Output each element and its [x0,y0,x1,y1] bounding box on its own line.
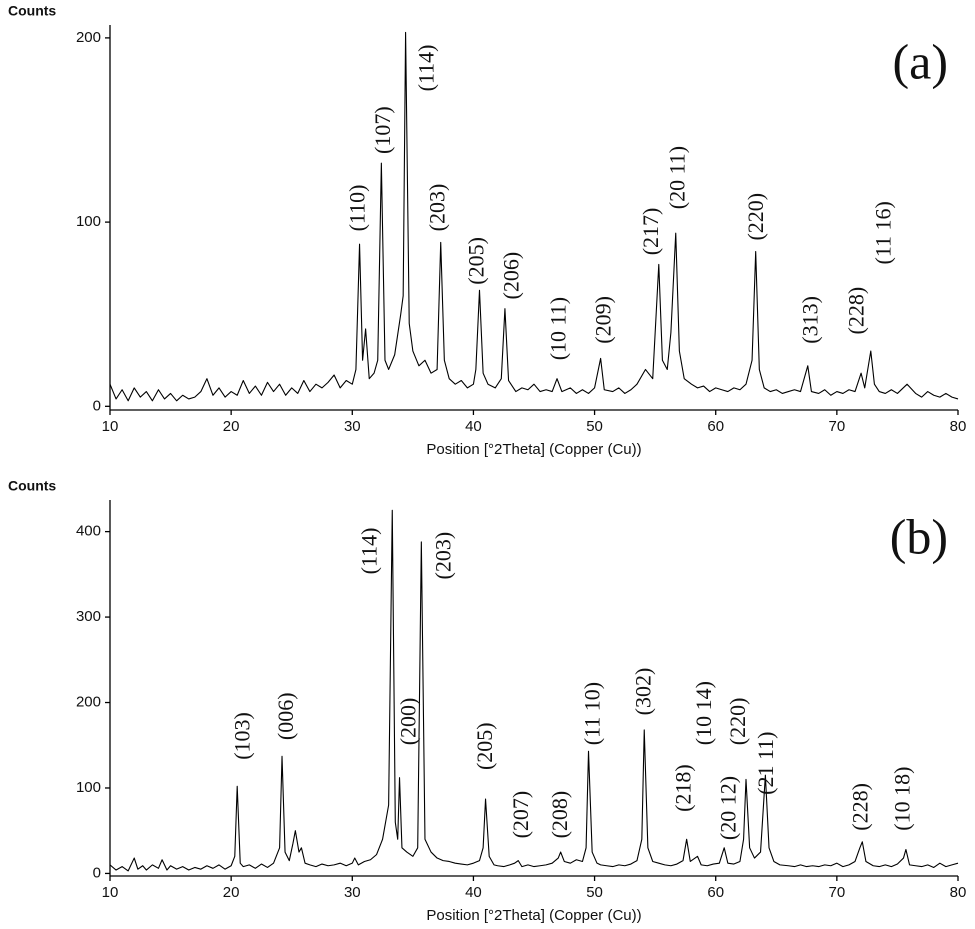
y-tick-label: 100 [76,213,101,230]
x-tick-label: 10 [102,884,119,901]
x-axis-label: Position [°2Theta] (Copper (Cu)) [426,907,641,924]
peak-label: (203) [431,532,456,580]
x-tick-label: 20 [223,884,240,901]
peak-label: (103) [230,712,255,760]
x-tick-label: 40 [465,418,482,435]
peak-label: (228) [844,287,869,335]
y-tick-label: 0 [93,864,101,881]
peak-label: (218) [670,764,695,812]
peak-label: (205) [463,237,488,285]
x-tick-label: 70 [829,884,846,901]
x-tick-label: 80 [950,418,967,435]
peak-label: (207) [508,791,533,839]
peak-label: (20 11) [664,146,689,209]
x-tick-label: 50 [586,884,603,901]
pattern-line [109,509,959,872]
peak-label: (10 14) [691,681,716,745]
peak-label: (209) [591,296,616,344]
pattern-line [109,31,959,402]
y-axis-label: Counts [8,3,56,19]
peak-label: (10 11) [546,297,571,360]
peak-label: (205) [472,722,497,770]
peak-label: (200) [395,698,420,746]
peak-label: (21 11) [753,731,778,794]
x-tick-label: 70 [829,418,846,435]
peak-label: (217) [638,208,663,256]
panel-label: (a) [893,33,949,89]
peak-label: (228) [847,783,872,831]
peak-label: (107) [370,106,395,154]
peak-label: (220) [725,698,750,746]
peak-label: (114) [357,528,382,575]
y-tick-label: 200 [76,693,101,710]
peak-label: (206) [498,252,523,300]
peak-label: (313) [798,296,823,344]
y-tick-label: 300 [76,608,101,625]
y-axis-label: Counts [8,478,56,494]
x-tick-label: 60 [707,418,724,435]
y-tick-label: 100 [76,779,101,796]
peak-label: (114) [414,44,439,91]
y-tick-label: 0 [93,397,101,414]
y-tick-label: 400 [76,523,101,540]
peak-label: (203) [425,184,450,232]
peak-label: (11 10) [580,682,605,745]
peak-label: (208) [547,791,572,839]
x-tick-label: 80 [950,884,967,901]
x-tick-label: 20 [223,418,240,435]
peak-label: (11 16) [870,201,895,264]
y-tick-label: 200 [76,29,101,46]
x-axis-label: Position [°2Theta] (Copper (Cu)) [426,441,641,458]
panel-label: (b) [890,508,948,564]
x-tick-label: 30 [344,884,361,901]
x-tick-label: 60 [707,884,724,901]
x-tick-label: 40 [465,884,482,901]
x-tick-label: 50 [586,418,603,435]
peak-label: (110) [345,184,370,231]
peak-label: (20 12) [715,776,740,840]
peak-label: (302) [630,668,655,716]
peak-label: (006) [273,692,298,740]
peak-label: (10 18) [890,767,915,831]
x-tick-label: 10 [102,418,119,435]
peak-label: (220) [743,193,768,241]
x-tick-label: 30 [344,418,361,435]
